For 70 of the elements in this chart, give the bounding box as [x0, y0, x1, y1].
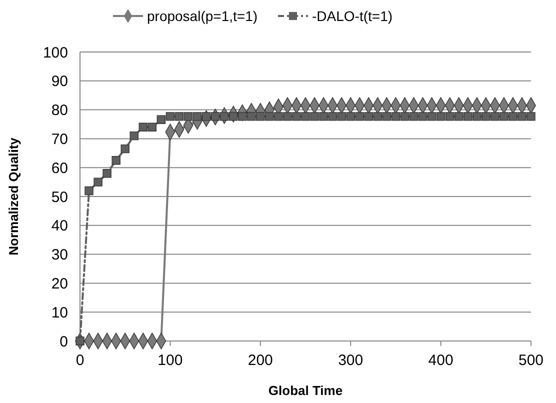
y-tick-label: 60 — [51, 160, 68, 177]
point — [228, 112, 238, 121]
point — [174, 112, 184, 121]
point — [184, 112, 193, 121]
x-tick-label: 0 — [76, 352, 84, 369]
y-tick-label: 0 — [60, 333, 68, 350]
y-tick-label: 100 — [42, 44, 68, 62]
point — [382, 112, 392, 121]
point — [247, 112, 256, 121]
x-axis-title: Global Time — [268, 383, 343, 398]
point — [346, 112, 355, 121]
point — [418, 112, 428, 121]
point — [454, 112, 464, 121]
x-tick-label: 200 — [248, 352, 273, 369]
point — [292, 112, 301, 121]
point — [192, 112, 202, 121]
point — [328, 112, 337, 121]
point — [337, 112, 346, 121]
point — [409, 112, 418, 121]
point — [130, 131, 138, 140]
point — [166, 112, 175, 121]
point — [500, 112, 508, 121]
point — [400, 112, 410, 121]
y-tick-label: 80 — [51, 102, 68, 120]
point — [148, 122, 157, 132]
point — [508, 112, 518, 121]
point — [94, 178, 102, 186]
x-tick-label: 100 — [158, 352, 183, 369]
point — [138, 122, 148, 132]
point — [364, 112, 373, 121]
point — [391, 112, 400, 121]
y-tick-label: 20 — [51, 275, 68, 292]
y-tick-label: 40 — [51, 218, 68, 235]
point — [210, 112, 220, 121]
y-tick-label: 50 — [51, 188, 68, 206]
x-tick-label: 300 — [338, 352, 364, 369]
point — [301, 112, 310, 121]
point — [526, 112, 536, 121]
point — [84, 186, 94, 196]
point — [112, 156, 120, 165]
x-tick-label: 500 — [518, 352, 544, 369]
y-tick-label: 90 — [51, 73, 68, 90]
point — [464, 112, 472, 121]
point — [202, 112, 211, 121]
point — [156, 115, 166, 124]
point — [274, 112, 283, 121]
point — [355, 112, 364, 121]
point — [283, 112, 292, 121]
point — [490, 112, 500, 121]
point — [445, 112, 454, 121]
point — [220, 112, 229, 121]
point — [102, 169, 112, 178]
point — [482, 112, 490, 121]
point — [319, 112, 328, 121]
point — [120, 144, 130, 154]
y-tick-label: 30 — [51, 246, 68, 264]
y-axis-title: Normalized Quality — [6, 136, 21, 256]
point — [472, 112, 482, 121]
y-tick-label: 70 — [51, 130, 68, 148]
legend-label: proposal(p=1,t=1) — [147, 8, 258, 24]
point — [518, 112, 526, 121]
point — [256, 112, 265, 121]
point — [265, 112, 274, 121]
point — [436, 112, 446, 121]
legend-label: -DALO-t(t=1) — [312, 8, 393, 24]
y-tick-label: 10 — [51, 304, 68, 322]
point — [427, 112, 436, 121]
point — [310, 112, 319, 121]
x-tick-label: 400 — [428, 352, 454, 369]
point — [373, 112, 382, 121]
